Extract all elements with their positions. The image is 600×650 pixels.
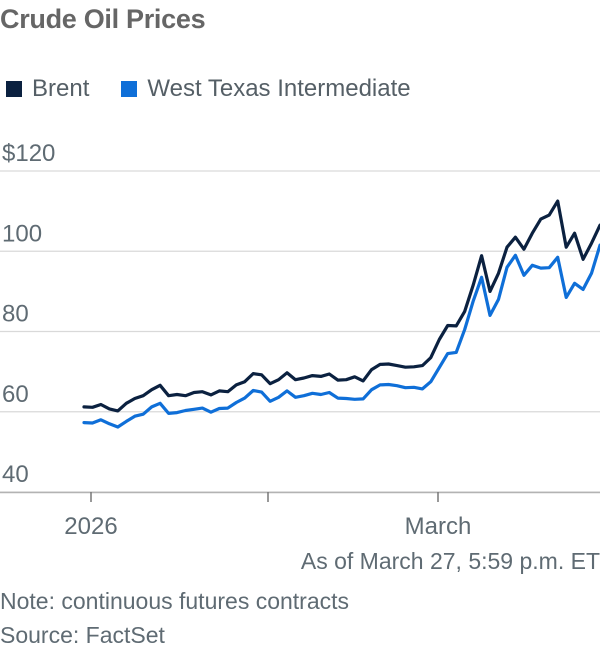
y-tick-label-40: 40 (2, 461, 29, 488)
x-tick-label-0: 2026 (64, 513, 117, 540)
series-line-brent (82, 199, 600, 413)
legend-swatch-wti (121, 81, 138, 97)
legend-item-brent: Brent (0, 75, 89, 103)
legend-label-wti: West Texas Intermediate (147, 75, 411, 102)
legend: Brent West Texas Intermediate (0, 74, 437, 104)
y-tick-label-120: $120 (2, 140, 55, 167)
chart-title: Crude Oil Prices (0, 4, 206, 34)
y-tick-label-60: 60 (2, 381, 29, 408)
y-tick-label-100: 100 (2, 220, 42, 247)
as-of-timestamp: As of March 27, 5:59 p.m. ET (300, 548, 600, 574)
y-tick-label-80: 80 (2, 301, 29, 328)
legend-item-wti: West Texas Intermediate (115, 75, 411, 103)
series-line-wti (82, 243, 600, 429)
x-tick-label-2: March (405, 513, 472, 540)
chart-note: Note: continuous futures contracts (0, 588, 350, 614)
chart-source: Source: FactSet (0, 622, 165, 648)
legend-label-brent: Brent (32, 75, 90, 102)
legend-swatch-brent (6, 81, 22, 97)
line-chart: $120 100 80 60 40 2026 March (0, 140, 600, 540)
